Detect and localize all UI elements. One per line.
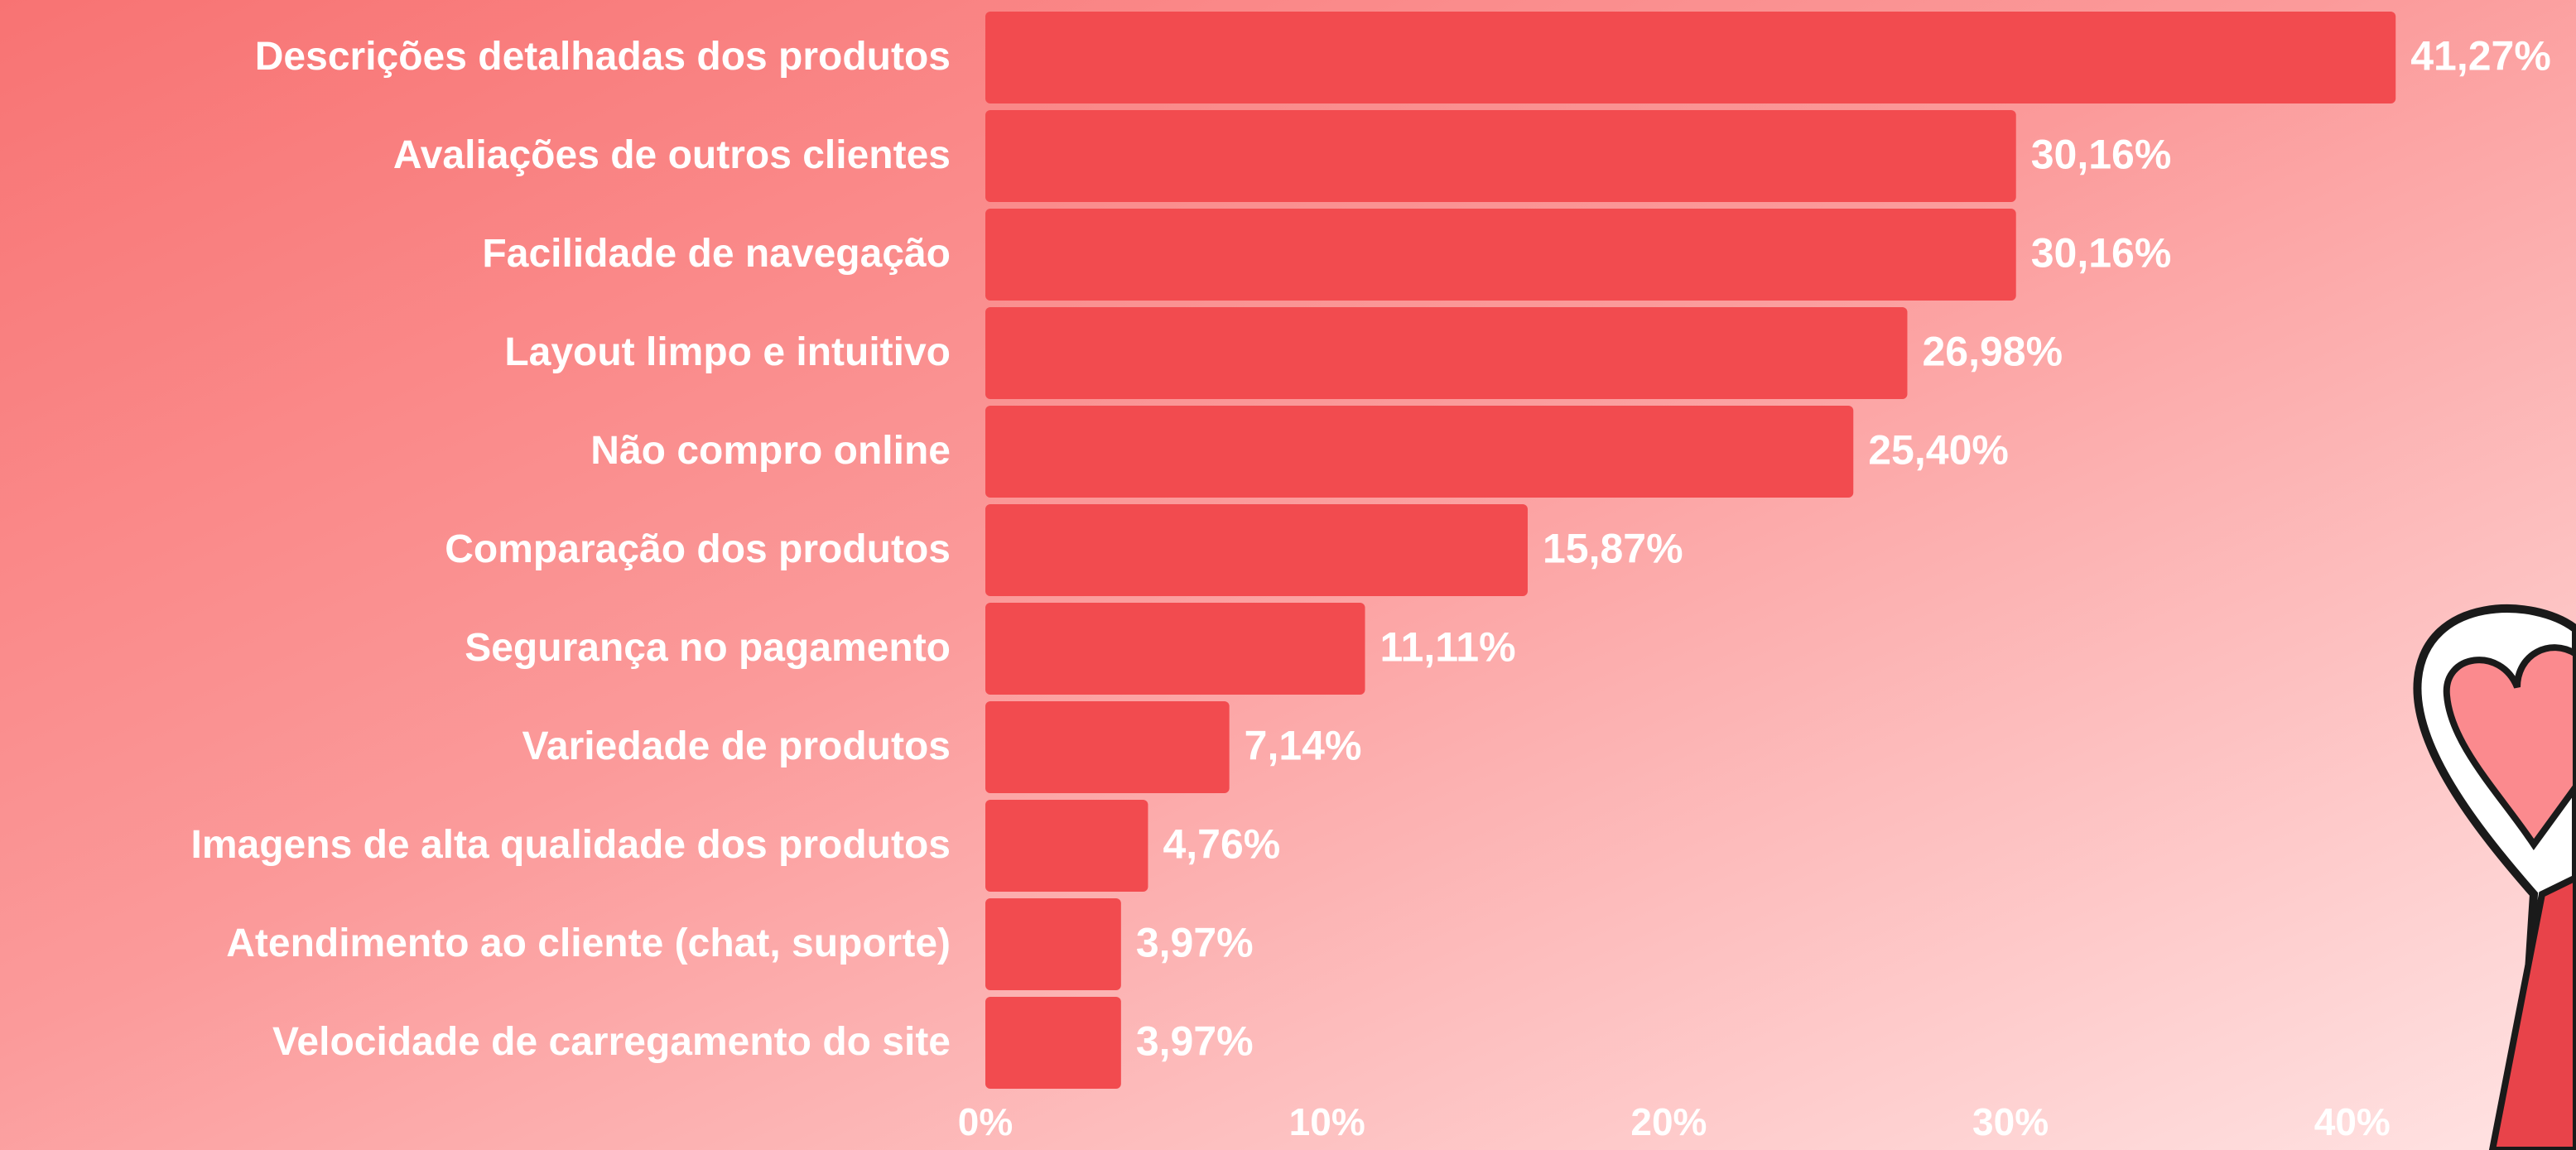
bar (985, 12, 2396, 103)
y-tick-label: Imagens de alta qualidade dos produtos (191, 823, 951, 867)
value-label: 7,14% (1245, 723, 1362, 769)
y-tick-label: Variedade de produtos (522, 724, 951, 768)
value-label: 26,98% (1922, 329, 2063, 375)
value-label: 25,40% (1868, 427, 2009, 474)
x-tick-label: 0% (958, 1100, 1013, 1143)
y-tick-label: Avaliações de outros clientes (393, 133, 951, 177)
x-tick-label: 40% (2314, 1100, 2391, 1143)
value-label: 30,16% (2031, 132, 2172, 178)
y-tick-label: Layout limpo e intuitivo (504, 330, 951, 374)
y-tick-label: Atendimento ao cliente (chat, suporte) (226, 921, 951, 965)
plot-area: 0% 10% 20% 30% 40% Descrições detalhadas dos … (191, 12, 2551, 1143)
bar (985, 603, 1365, 695)
bar (985, 110, 2016, 202)
bar (985, 800, 1148, 892)
value-label: 30,16% (2031, 230, 2172, 277)
x-tick-label: 30% (1972, 1100, 2049, 1143)
y-tick-label: Não compro online (590, 429, 951, 473)
x-tick-label: 20% (1630, 1100, 1707, 1143)
bar (985, 209, 2016, 301)
value-label: 3,97% (1136, 1018, 1254, 1065)
bar (985, 406, 1854, 498)
y-tick-label: Comparação dos produtos (445, 527, 951, 571)
value-label: 41,27% (2410, 33, 2551, 79)
bar (985, 504, 1528, 596)
bar (985, 701, 1230, 793)
bar (985, 997, 1121, 1089)
value-label: 4,76% (1163, 821, 1280, 868)
x-tick-label: 10% (1289, 1100, 1365, 1143)
value-label: 11,11% (1380, 624, 1516, 671)
value-label: 15,87% (1543, 526, 1683, 572)
y-tick-label: Facilidade de navegação (482, 232, 951, 276)
y-tick-label: Velocidade de carregamento do site (272, 1020, 951, 1064)
value-label: 3,97% (1136, 920, 1254, 966)
bar (985, 898, 1121, 990)
bar (985, 307, 1908, 399)
y-tick-label: Descrições detalhadas dos produtos (255, 35, 951, 79)
decoration-heart (2413, 604, 2576, 1150)
y-tick-label: Segurança no pagamento (465, 626, 951, 670)
